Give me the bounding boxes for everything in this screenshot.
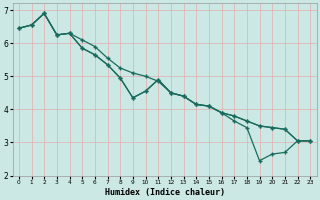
X-axis label: Humidex (Indice chaleur): Humidex (Indice chaleur) xyxy=(105,188,225,197)
